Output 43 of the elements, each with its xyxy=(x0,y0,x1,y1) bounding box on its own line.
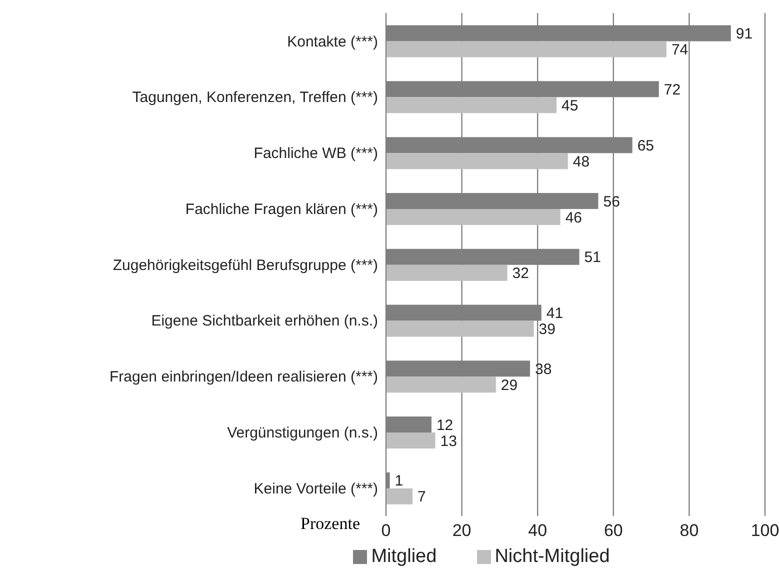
x-axis-title: Prozente xyxy=(300,514,360,534)
y-tick-label: Vergünstigungen (n.s.) xyxy=(227,424,378,442)
data-label: 51 xyxy=(584,249,601,266)
data-label: 32 xyxy=(512,265,529,282)
data-label: 45 xyxy=(562,98,578,115)
x-tick-label: 100 xyxy=(750,521,779,540)
data-label: 7 xyxy=(418,488,426,506)
bar xyxy=(386,264,508,281)
data-label: 12 xyxy=(436,416,454,434)
bar xyxy=(386,432,436,449)
legend-label: Nicht-Mitglied xyxy=(494,546,610,567)
y-tick-label: Fachliche WB (***) xyxy=(254,145,378,162)
bar xyxy=(386,41,666,58)
y-tick-label: Tagungen, Konferenzen, Treffen (***) xyxy=(132,89,378,106)
x-tick-label: 0 xyxy=(381,521,391,540)
data-label: 13 xyxy=(440,432,457,450)
x-tick-label: 40 xyxy=(528,521,548,540)
data-label: 41 xyxy=(546,305,564,322)
y-tick-label: Keine Vorteile (***) xyxy=(254,480,378,498)
data-label: 39 xyxy=(538,321,556,338)
data-label: 65 xyxy=(637,137,654,154)
bar xyxy=(386,208,560,225)
data-label: 1 xyxy=(394,472,404,490)
data-label: 48 xyxy=(572,153,590,170)
data-label: 74 xyxy=(671,42,688,59)
x-tick-label: 60 xyxy=(604,521,623,540)
y-tick-label: Zugehörigkeitsgefühl Berufsgruppe (***) xyxy=(112,256,378,274)
data-label: 46 xyxy=(565,209,582,226)
y-tick-label: Eigene Sichtbarkeit erhöhen (n.s.) xyxy=(151,312,378,330)
bar xyxy=(386,320,534,337)
bar xyxy=(386,488,413,504)
bar xyxy=(386,376,496,393)
bar xyxy=(386,153,568,170)
data-label: 29 xyxy=(500,376,518,394)
bar xyxy=(386,97,557,114)
legend-label: Mitglied xyxy=(371,546,437,567)
data-label: 72 xyxy=(664,82,681,99)
y-tick-label: Kontakte (***) xyxy=(287,33,378,50)
data-label: 91 xyxy=(736,26,753,43)
y-tick-label: Fragen einbringen/Ideen realisieren (***) xyxy=(110,368,378,386)
y-tick-label: Fachliche Fragen klären (***) xyxy=(185,200,378,218)
x-tick-label: 20 xyxy=(452,521,472,540)
x-tick-label: 80 xyxy=(680,521,699,540)
